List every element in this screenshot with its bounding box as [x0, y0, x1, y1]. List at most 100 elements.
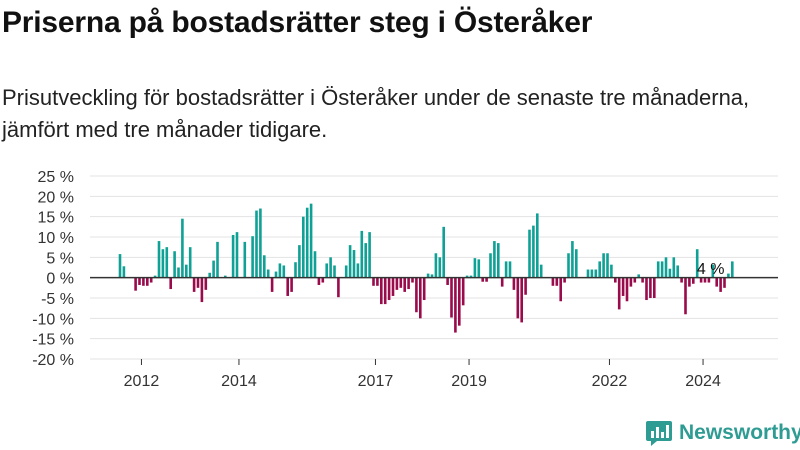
bar: [274, 271, 278, 278]
bar: [450, 277, 453, 318]
bar: [684, 277, 687, 315]
bar: [169, 277, 172, 290]
bar: [692, 277, 695, 284]
bar: [656, 261, 660, 278]
bar: [368, 232, 371, 278]
bar: [555, 277, 559, 286]
bar: [442, 226, 445, 278]
bar: [348, 245, 352, 278]
bar: [376, 277, 379, 286]
bar: [528, 229, 531, 278]
bar: [649, 277, 652, 298]
bar: [212, 260, 215, 278]
bar: [415, 277, 418, 313]
bar: [313, 251, 317, 278]
x-axis-ticks: 2012 2014 2017 2019 2022 2024: [124, 359, 721, 390]
bar: [302, 216, 305, 278]
bar: [508, 261, 512, 278]
y-tick-label: -20 %: [32, 352, 74, 369]
page-title: Priserna på bostadsrätter steg i Österåk…: [2, 6, 593, 39]
bar: [653, 277, 656, 298]
bar: [598, 261, 601, 278]
bar: [251, 236, 254, 278]
bar: [216, 241, 219, 278]
bar: [660, 261, 664, 278]
y-tick-label: -10 %: [32, 311, 74, 328]
y-tick-label: 10 %: [38, 230, 74, 247]
bar: [711, 264, 715, 278]
bar: [497, 243, 500, 278]
bar: [146, 277, 149, 286]
bar: [536, 213, 539, 278]
bar: [567, 253, 570, 278]
page-subtitle: Prisutveckling för bostadsrätter i Öster…: [2, 85, 750, 142]
bar: [294, 262, 297, 278]
bar: [454, 277, 457, 333]
brand[interactable]: Newsworthy: [645, 419, 800, 447]
bar: [173, 251, 176, 278]
bar: [200, 277, 204, 303]
bar: [586, 269, 590, 278]
bar: [309, 203, 313, 278]
bar: [255, 210, 258, 278]
bar: [610, 264, 613, 278]
bar: [325, 263, 328, 278]
bar: [512, 277, 516, 290]
bar: [723, 277, 726, 288]
bar: [282, 265, 286, 278]
bar: [465, 275, 469, 278]
bar: [727, 273, 730, 278]
bar: [290, 277, 293, 292]
bar: [606, 253, 609, 278]
bar: [633, 277, 637, 283]
bar: [575, 249, 578, 278]
bar: [571, 241, 574, 278]
bar: [504, 261, 508, 278]
bar: [458, 277, 461, 326]
bar: [266, 269, 270, 278]
bar: [500, 277, 504, 287]
bar: [731, 261, 734, 278]
bar: [161, 249, 165, 278]
y-tick-label: 25 %: [38, 169, 74, 186]
bar-chart: 25 % 20 % 15 % 10 % 5 % 0 % -5 % -10 % -15 % -20 …: [32, 169, 778, 390]
bar: [188, 247, 192, 278]
bar: [122, 266, 126, 278]
bar: [617, 277, 621, 310]
bar: [590, 269, 594, 278]
bar: [461, 277, 465, 306]
bar: [270, 277, 274, 292]
bar: [434, 253, 438, 278]
bar: [473, 258, 477, 278]
x-tick-label: 2019: [451, 373, 487, 390]
x-tick-label: 2024: [685, 373, 721, 390]
bar: [426, 273, 430, 278]
bar: [602, 253, 605, 278]
y-axis-tick-labels: 25 % 20 % 15 % 10 % 5 % 0 % -5 % -10 % -15 % -20 …: [32, 169, 74, 369]
y-tick-label: -15 %: [32, 332, 74, 349]
bar: [422, 277, 426, 301]
bars: [118, 203, 734, 333]
bar: [477, 259, 481, 278]
bar: [493, 241, 496, 278]
bar: [364, 243, 367, 278]
bar: [142, 277, 145, 286]
bar: [489, 253, 492, 278]
bar: [204, 277, 208, 290]
bar: [485, 277, 488, 282]
bar: [352, 250, 356, 278]
bar: [516, 277, 520, 319]
bar: [680, 277, 683, 283]
bar: [185, 264, 188, 278]
bar: [317, 277, 321, 285]
bar: [278, 263, 282, 278]
bar: [469, 275, 473, 278]
bar: [321, 277, 325, 283]
bar: [688, 277, 691, 287]
bar: [134, 277, 137, 291]
bar: [641, 277, 644, 283]
bar: [407, 277, 410, 290]
bar: [298, 245, 301, 278]
bar: [333, 265, 336, 278]
bar: [157, 241, 161, 278]
